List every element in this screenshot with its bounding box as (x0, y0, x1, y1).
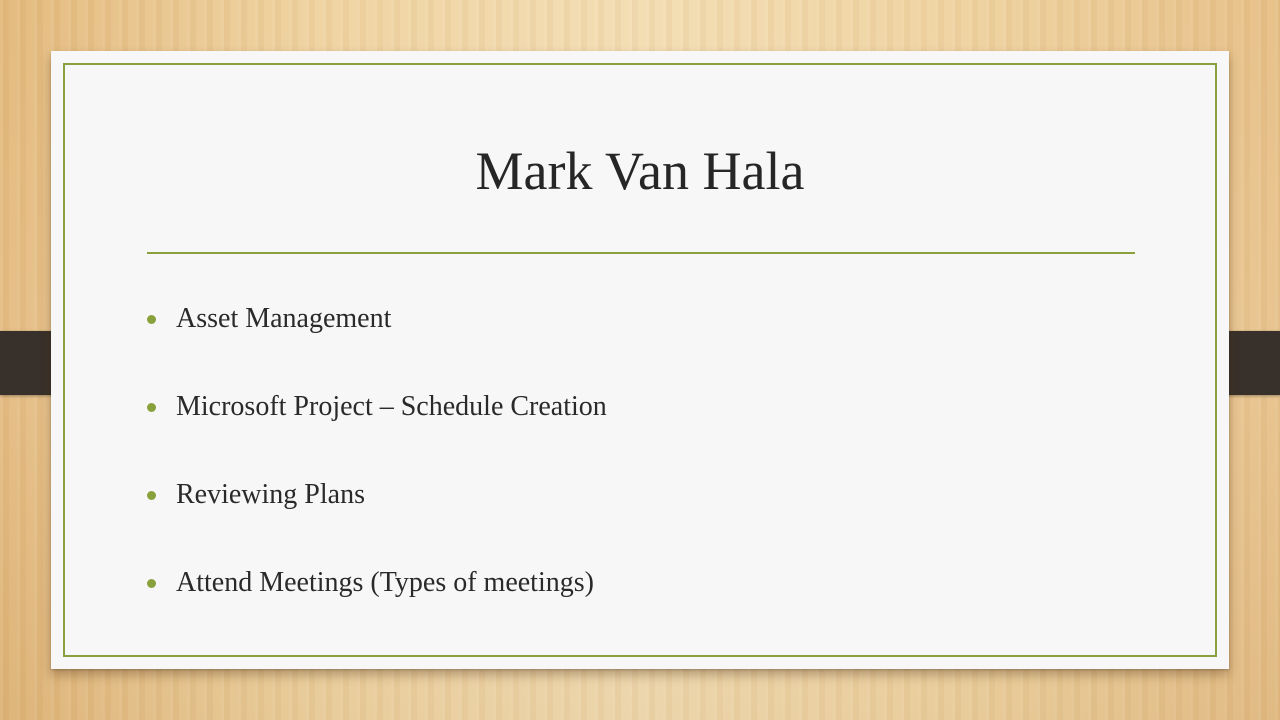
bullet-text: Attend Meetings (Types of meetings) (176, 567, 594, 598)
bullet-dot-icon (147, 403, 156, 412)
bullet-text: Reviewing Plans (176, 479, 365, 510)
slide-card: Mark Van Hala Asset Management Microsoft… (51, 51, 1229, 669)
bullet-dot-icon (147, 579, 156, 588)
slide-title: Mark Van Hala (475, 141, 805, 201)
bullet-text: Microsoft Project – Schedule Creation (176, 391, 607, 422)
title-divider (147, 252, 1135, 254)
bullet-text: Asset Management (176, 303, 392, 334)
bullet-dot-icon (147, 491, 156, 500)
slide-frame-border (63, 63, 1217, 657)
bullet-dot-icon (147, 315, 156, 324)
